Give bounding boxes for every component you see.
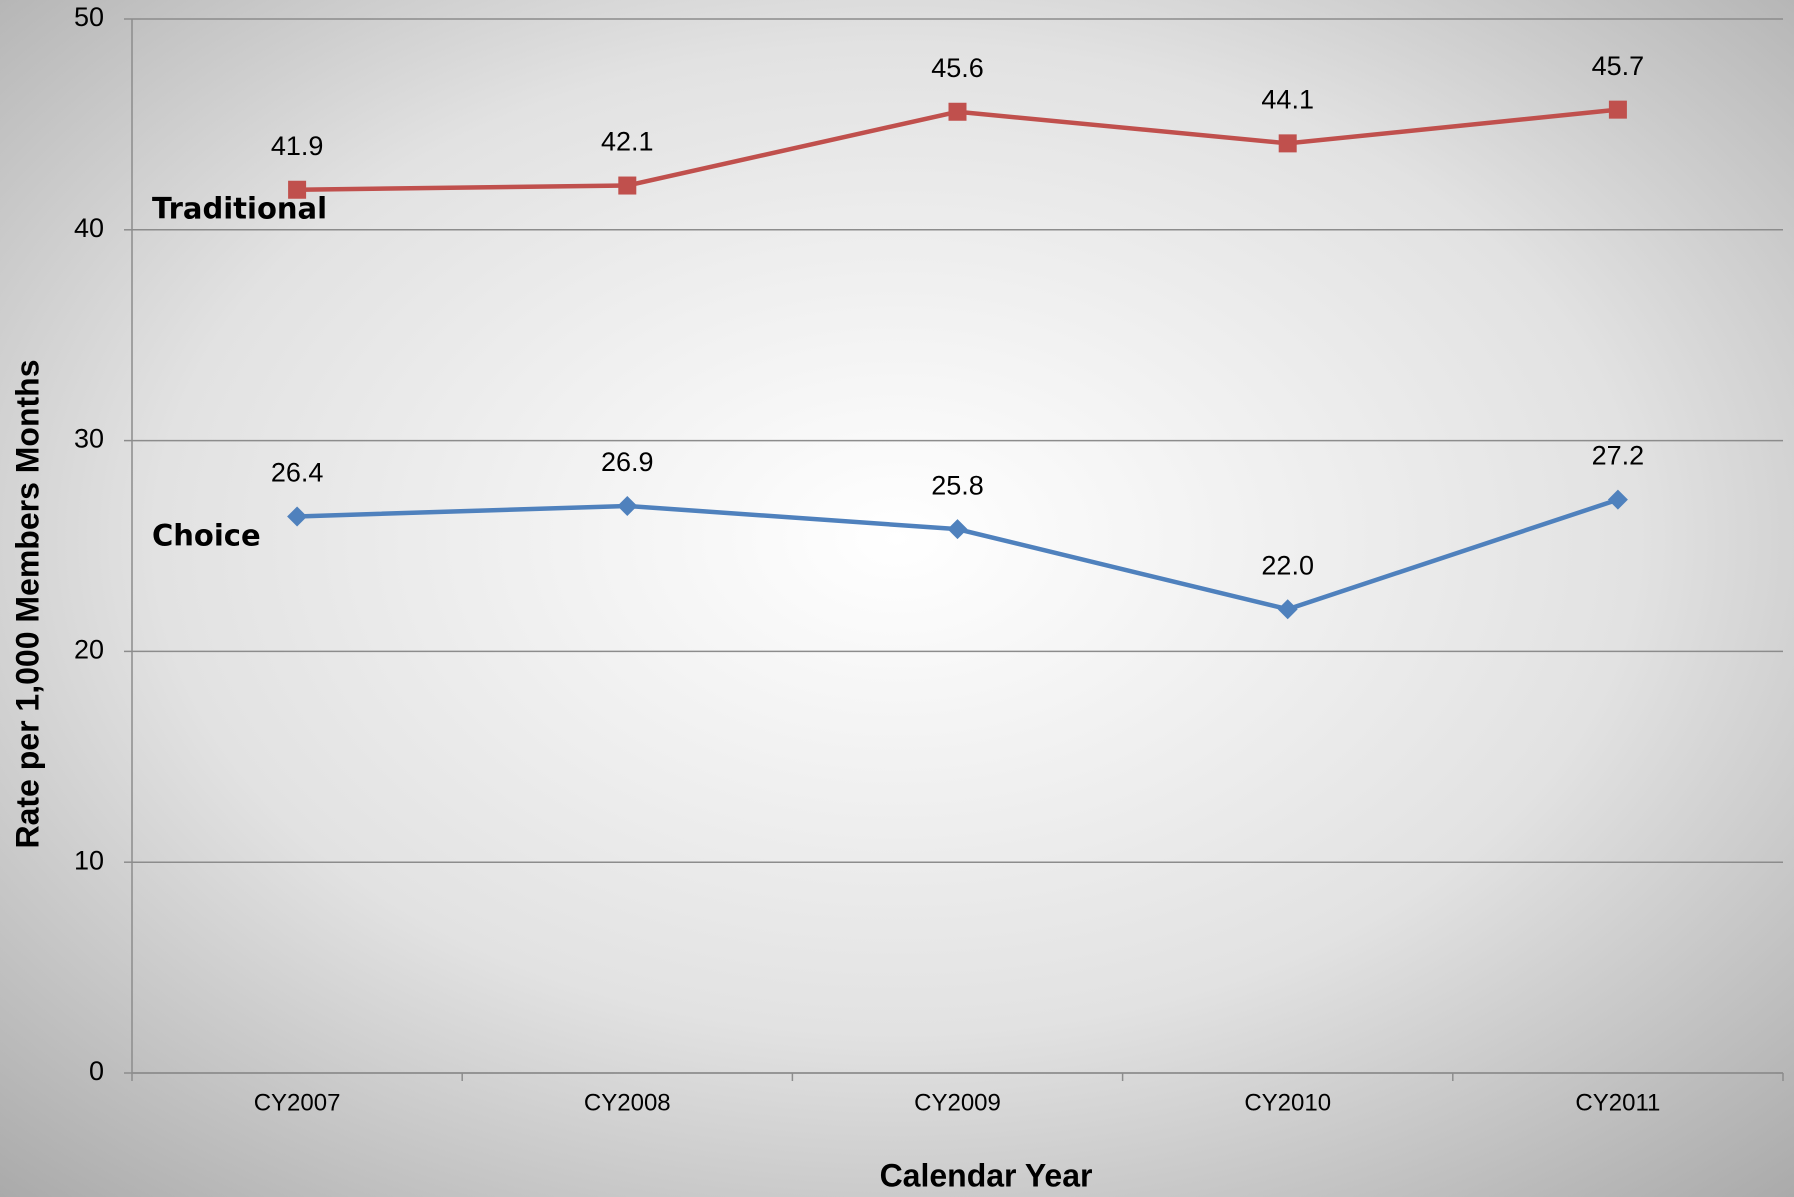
- marker: [1278, 134, 1297, 153]
- series-name: Traditional: [152, 192, 327, 226]
- x-tick-label: CY2007: [254, 1089, 341, 1116]
- data-label: 25.8: [931, 470, 984, 500]
- data-label: 45.6: [931, 53, 984, 83]
- y-tick-label: 0: [89, 1056, 104, 1086]
- x-tick-label: CY2011: [1575, 1089, 1660, 1116]
- y-tick-label: 20: [74, 635, 104, 665]
- data-label: 26.4: [271, 458, 324, 488]
- marker: [287, 506, 308, 527]
- y-tick-label: 40: [74, 213, 104, 243]
- data-label: 44.1: [1261, 84, 1314, 114]
- marker: [948, 102, 967, 121]
- data-label: 41.9: [271, 131, 324, 161]
- x-tick-label: CY2009: [914, 1089, 1001, 1116]
- marker: [1607, 489, 1628, 510]
- series-name: Choice: [152, 518, 261, 552]
- marker: [617, 495, 638, 516]
- x-tick-label: CY2008: [584, 1089, 671, 1116]
- data-label: 27.2: [1592, 441, 1645, 471]
- data-label: 45.7: [1592, 51, 1645, 81]
- data-label: 22.0: [1261, 550, 1314, 580]
- data-label: 42.1: [601, 127, 654, 157]
- x-axis-title: Calendar Year: [880, 1157, 1093, 1193]
- y-tick-label: 10: [74, 845, 104, 875]
- data-label: 26.9: [601, 447, 654, 477]
- y-tick-label: 30: [74, 424, 104, 454]
- y-tick-label: 50: [74, 2, 104, 32]
- marker: [1608, 100, 1627, 119]
- marker: [618, 176, 637, 195]
- marker: [288, 180, 307, 199]
- marker: [947, 519, 968, 540]
- marker: [1277, 599, 1298, 620]
- y-axis-title: Rate per 1,000 Members Months: [9, 359, 45, 848]
- x-tick-label: CY2010: [1244, 1089, 1331, 1116]
